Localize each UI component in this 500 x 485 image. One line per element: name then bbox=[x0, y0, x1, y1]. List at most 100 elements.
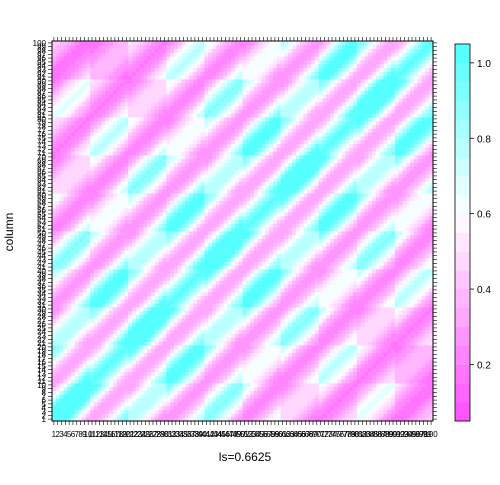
heatmap-cell bbox=[86, 227, 91, 232]
heatmap-cell bbox=[223, 345, 228, 350]
heatmap-cell bbox=[170, 250, 175, 255]
heatmap-cell bbox=[67, 71, 72, 76]
heatmap-cell bbox=[200, 193, 205, 198]
heatmap-cell bbox=[139, 276, 144, 281]
heatmap-cell bbox=[223, 272, 228, 277]
heatmap-cell bbox=[215, 242, 221, 247]
heatmap-cell bbox=[200, 272, 205, 277]
heatmap-cell bbox=[219, 379, 224, 384]
heatmap-cell bbox=[90, 231, 95, 236]
heatmap-cell bbox=[63, 219, 68, 224]
heatmap-cell bbox=[97, 79, 102, 84]
heatmap-cell bbox=[112, 200, 118, 205]
heatmap-cell bbox=[71, 417, 76, 422]
heatmap-cell bbox=[192, 295, 198, 300]
heatmap-cell bbox=[78, 215, 83, 220]
heatmap-cell bbox=[154, 257, 160, 262]
heatmap-cell bbox=[151, 386, 156, 391]
heatmap-cell bbox=[147, 231, 152, 236]
heatmap-cell bbox=[90, 276, 95, 281]
heatmap-cell bbox=[231, 295, 236, 300]
heatmap-cell bbox=[147, 189, 152, 194]
heatmap-cell bbox=[59, 219, 64, 224]
heatmap-cell bbox=[59, 63, 64, 68]
heatmap-cell bbox=[55, 200, 61, 205]
heatmap-cell bbox=[147, 383, 152, 388]
heatmap-cell bbox=[227, 48, 232, 53]
heatmap-cell bbox=[177, 109, 182, 114]
heatmap-cell bbox=[154, 337, 160, 342]
heatmap-cell bbox=[78, 352, 83, 357]
heatmap-cell bbox=[67, 109, 72, 114]
heatmap-cell bbox=[93, 143, 99, 148]
heatmap-cell bbox=[59, 348, 64, 353]
heatmap-cell bbox=[112, 189, 118, 194]
heatmap-cell bbox=[166, 413, 171, 418]
heatmap-cell bbox=[189, 295, 194, 300]
heatmap-cell bbox=[151, 276, 156, 281]
heatmap-cell bbox=[212, 177, 217, 182]
heatmap-cell bbox=[204, 223, 209, 228]
heatmap-cell bbox=[116, 90, 121, 95]
heatmap-cell bbox=[223, 318, 228, 323]
heatmap-cell bbox=[116, 280, 121, 285]
heatmap-cell bbox=[212, 139, 217, 144]
heatmap-cell bbox=[52, 280, 57, 285]
heatmap-cell bbox=[223, 158, 228, 163]
heatmap-cell bbox=[71, 60, 76, 65]
heatmap-cell bbox=[143, 295, 148, 300]
heatmap-cell bbox=[170, 56, 175, 61]
heatmap-cell bbox=[86, 409, 91, 414]
heatmap-cell bbox=[116, 288, 121, 293]
heatmap-cell bbox=[55, 48, 61, 53]
heatmap-cell bbox=[143, 215, 148, 220]
heatmap-cell bbox=[109, 314, 114, 319]
heatmap-cell bbox=[135, 120, 141, 125]
heatmap-cell bbox=[204, 413, 209, 418]
heatmap-cell bbox=[120, 234, 125, 239]
heatmap-cell bbox=[59, 189, 64, 194]
heatmap-cell bbox=[71, 250, 76, 255]
heatmap-cell bbox=[215, 94, 221, 99]
heatmap-cell bbox=[231, 352, 236, 357]
heatmap-cell bbox=[116, 128, 121, 133]
heatmap-cell bbox=[78, 71, 83, 76]
heatmap-cell bbox=[234, 105, 240, 110]
heatmap-cell bbox=[151, 371, 156, 376]
heatmap-cell bbox=[151, 208, 156, 213]
heatmap-cell bbox=[78, 367, 83, 372]
heatmap-cell bbox=[162, 398, 167, 403]
heatmap-cell bbox=[170, 113, 175, 118]
heatmap-cell bbox=[173, 234, 179, 239]
heatmap-cell bbox=[215, 398, 221, 403]
heatmap-cell bbox=[181, 386, 186, 391]
heatmap-cell bbox=[112, 170, 118, 175]
heatmap-cell bbox=[158, 326, 163, 331]
heatmap-cell bbox=[177, 371, 182, 376]
heatmap-cell bbox=[158, 310, 163, 315]
heatmap-cell bbox=[185, 364, 190, 369]
heatmap-cell bbox=[63, 348, 68, 353]
heatmap-cell bbox=[105, 170, 110, 175]
heatmap-cell bbox=[132, 246, 137, 251]
heatmap-cell bbox=[128, 136, 133, 141]
heatmap-cell bbox=[74, 204, 80, 209]
heatmap-cell bbox=[151, 170, 156, 175]
heatmap-cell bbox=[170, 212, 175, 217]
heatmap-cell bbox=[181, 269, 186, 274]
heatmap-cell bbox=[63, 329, 68, 334]
heatmap-cell bbox=[192, 234, 198, 239]
heatmap-cell bbox=[223, 322, 228, 327]
heatmap-cell bbox=[71, 272, 76, 277]
heatmap-cell bbox=[101, 345, 106, 350]
heatmap-cell bbox=[59, 41, 64, 46]
heatmap-cell bbox=[112, 82, 118, 87]
heatmap-cell bbox=[238, 291, 243, 296]
heatmap-cell bbox=[78, 208, 83, 213]
heatmap-cell bbox=[78, 151, 83, 156]
heatmap-cell bbox=[82, 219, 87, 224]
heatmap-cell bbox=[55, 174, 61, 179]
heatmap-cell bbox=[74, 120, 80, 125]
heatmap-cell bbox=[212, 41, 217, 46]
heatmap-cell bbox=[105, 253, 110, 258]
